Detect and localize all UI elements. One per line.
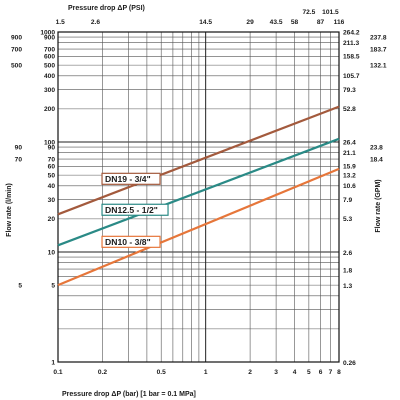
bottom-tick-label: 6 [319, 369, 323, 376]
top-tick-label: 116 [334, 19, 345, 26]
right-tick-label: 10.6 [343, 183, 356, 190]
left-tick-label: 10 [48, 249, 56, 256]
left-tick-label: 20 [48, 216, 56, 223]
series-label-0: DN19 - 3/4" [105, 174, 151, 184]
right-tick-label: 18.4 [370, 157, 383, 164]
left-outer-tick-label: 70 [15, 156, 23, 163]
right-tick-label: 0.26 [343, 360, 356, 367]
left-tick-label: 300 [44, 87, 55, 94]
left-tick-label: 1000 [40, 29, 55, 36]
chart-grid [57, 31, 340, 363]
right-tick-label: 21.1 [343, 150, 356, 157]
series-label-box-1 [101, 203, 169, 216]
series-line-2 [57, 167, 340, 287]
top-tick-label: 87 [317, 19, 325, 26]
bottom-tick-label: 0.5 [157, 369, 166, 376]
left-outer-tick-label: 700 [11, 46, 22, 53]
right-tick-label: 79.3 [343, 87, 356, 94]
right-axis-title: Flow rate (GPM) [375, 179, 382, 232]
top-tick-label: 29 [246, 19, 254, 26]
bottom-tick-label: 7 [329, 369, 333, 376]
tick-labels: 1510203040506070901002003004005006007009… [11, 9, 387, 376]
right-tick-label: 211.3 [343, 40, 359, 47]
left-outer-tick-label: 900 [11, 34, 22, 41]
top-tick-label: 14.5 [199, 19, 212, 26]
series-label-box-0 [101, 172, 161, 185]
left-tick-label: 60 [48, 164, 56, 171]
bottom-tick-label: 2 [248, 369, 252, 376]
left-tick-label: 40 [48, 183, 56, 190]
right-tick-label: 26.4 [343, 139, 356, 146]
right-tick-label: 132.1 [370, 62, 387, 69]
left-tick-label: 50 [48, 172, 56, 179]
series-label-1: DN12.5 - 1/2" [105, 205, 158, 215]
right-tick-label: 23.8 [370, 144, 383, 151]
series-label-box-2 [101, 235, 161, 248]
bottom-tick-label: 0.2 [98, 369, 107, 376]
bottom-tick-label: 3 [274, 369, 278, 376]
top-tick-label: 72.5 [302, 9, 315, 16]
right-tick-label: 237.8 [370, 34, 387, 41]
left-tick-label: 200 [44, 106, 55, 113]
bottom-axis-title: Pressure drop ΔP (bar) [1 bar = 0.1 MPa] [62, 391, 196, 398]
top-tick-label: 1.5 [56, 19, 65, 26]
bottom-tick-label: 5 [307, 369, 311, 376]
right-tick-label: 2.6 [343, 250, 352, 257]
top-tick-label: 43.5 [270, 19, 283, 26]
left-tick-label: 700 [44, 46, 55, 53]
left-tick-label: 30 [48, 197, 56, 204]
left-tick-label: 400 [44, 73, 55, 80]
left-outer-tick-label: 500 [11, 62, 22, 69]
left-tick-label: 70 [48, 156, 56, 163]
left-outer-tick-label: 90 [15, 144, 23, 151]
left-tick-label: 1 [51, 359, 55, 366]
right-tick-label: 158.5 [343, 54, 360, 61]
right-tick-label: 105.7 [343, 73, 360, 80]
series-line-0 [57, 105, 340, 216]
series-line-1 [57, 137, 340, 247]
right-tick-label: 183.7 [370, 47, 387, 54]
right-tick-label: 1.3 [343, 283, 352, 290]
right-tick-label: 7.9 [343, 197, 352, 204]
top-tick-label: 58 [291, 19, 299, 26]
left-tick-label: 600 [44, 54, 55, 61]
left-tick-label: 90 [48, 144, 56, 151]
top-tick-label: 101.5 [322, 9, 339, 16]
right-tick-label: 15.9 [343, 164, 356, 171]
top-axis-title: Pressure drop ΔP (PSI) [68, 5, 145, 12]
left-tick-label: 100 [44, 139, 55, 146]
right-tick-label: 264.2 [343, 29, 360, 36]
bottom-tick-label: 0.1 [53, 369, 62, 376]
right-tick-label: 1.8 [343, 268, 352, 275]
bottom-tick-label: 1 [204, 369, 208, 376]
series-labels: DN19 - 3/4" DN12.5 - 1/2" DN10 - 3/8" [101, 172, 169, 248]
series-label-2: DN10 - 3/8" [105, 237, 151, 247]
bottom-tick-label: 4 [293, 369, 297, 376]
bottom-tick-label: 8 [337, 369, 341, 376]
left-tick-label: 900 [44, 34, 55, 41]
right-tick-label: 5.3 [343, 216, 352, 223]
right-tick-label: 52.8 [343, 106, 356, 113]
plot-frame [57, 31, 340, 363]
series-lines [57, 105, 340, 287]
right-tick-label: 13.2 [343, 172, 356, 179]
top-tick-label: 2.6 [91, 19, 100, 26]
left-tick-label: 500 [44, 62, 55, 69]
left-axis-title: Flow rate (l/min) [6, 183, 13, 237]
left-outer-tick-label: 5 [18, 282, 22, 289]
left-tick-label: 5 [51, 282, 55, 289]
